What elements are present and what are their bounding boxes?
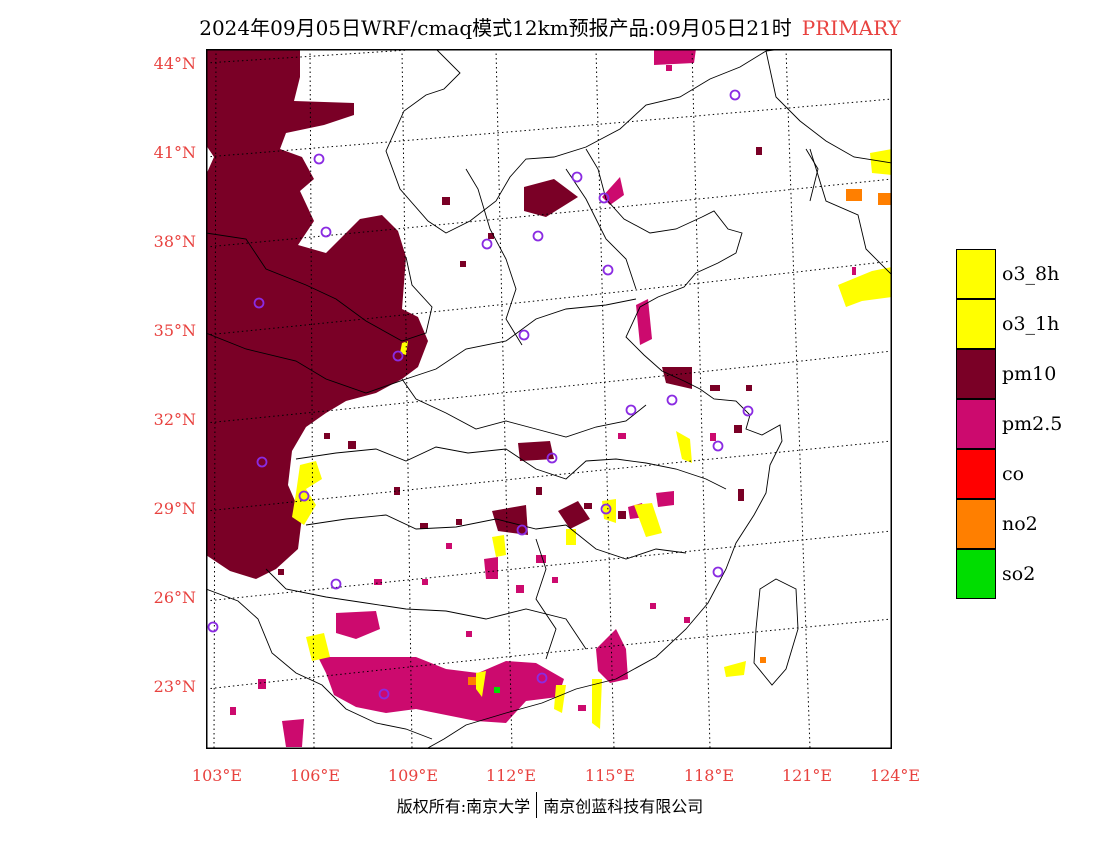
legend-swatch: [956, 399, 996, 449]
company-text: 南京创蓝科技有限公司: [543, 797, 704, 816]
so2-areas: [494, 687, 500, 693]
pm25-speckles: [230, 65, 856, 715]
title-text: 2024年09月05日WRF/cmaq模式12km预报产品:09月05日21时: [199, 16, 792, 40]
lat-label-29: 29°N: [153, 499, 196, 518]
lat-label-35: 35°N: [153, 321, 196, 340]
lon-label-115: 115°E: [584, 766, 636, 785]
lat-label-26: 26°N: [153, 588, 196, 607]
copyright-text: 版权所有:南京大学: [396, 797, 531, 816]
copyright-footer: 版权所有:南京大学 南京创蓝科技有限公司: [0, 792, 1100, 818]
footer-divider: [536, 792, 538, 818]
lat-label-44: 44°N: [153, 54, 196, 73]
legend-label: pm2.5: [1002, 413, 1063, 435]
legend-swatch: [956, 349, 996, 399]
o3-areas: [292, 149, 892, 729]
legend-label: no2: [1002, 513, 1038, 535]
legend-label: o3_8h: [1002, 263, 1060, 285]
legend-label: pm10: [1002, 363, 1057, 385]
lon-label-106: 106°E: [289, 766, 341, 785]
map-frame: [206, 49, 892, 749]
lat-label-23: 23°N: [153, 677, 196, 696]
primary-tag: PRIMARY: [801, 16, 901, 40]
lat-label-38: 38°N: [153, 232, 196, 251]
map-canvas: [206, 49, 892, 749]
graticule: [206, 49, 892, 749]
lon-label-121: 121°E: [781, 766, 833, 785]
lon-label-103: 103°E: [191, 766, 243, 785]
legend-label: co: [1002, 463, 1025, 485]
legend-label: so2: [1002, 563, 1036, 585]
lon-label-124: 124°E: [869, 766, 921, 785]
lon-label-112: 112°E: [485, 766, 537, 785]
monitoring-stations: [207, 89, 754, 700]
legend-swatch: [956, 449, 996, 499]
lon-label-109: 109°E: [387, 766, 439, 785]
legend-swatch: [956, 299, 996, 349]
pm25-areas: [282, 49, 696, 747]
legend-swatch: [956, 499, 996, 549]
lon-label-118: 118°E: [683, 766, 735, 785]
legend-swatch: [956, 249, 996, 299]
map-title: 2024年09月05日WRF/cmaq模式12km预报产品:09月05日21时 P…: [0, 12, 1100, 41]
no2-areas: [468, 189, 892, 685]
map-panel: [206, 49, 892, 749]
boundaries: [206, 49, 892, 749]
legend-label: o3_1h: [1002, 313, 1060, 335]
lat-label-32: 32°N: [153, 410, 196, 429]
pm10-speckles: [278, 147, 762, 653]
legend-swatch: [956, 549, 996, 599]
lat-label-41: 41°N: [153, 143, 196, 162]
